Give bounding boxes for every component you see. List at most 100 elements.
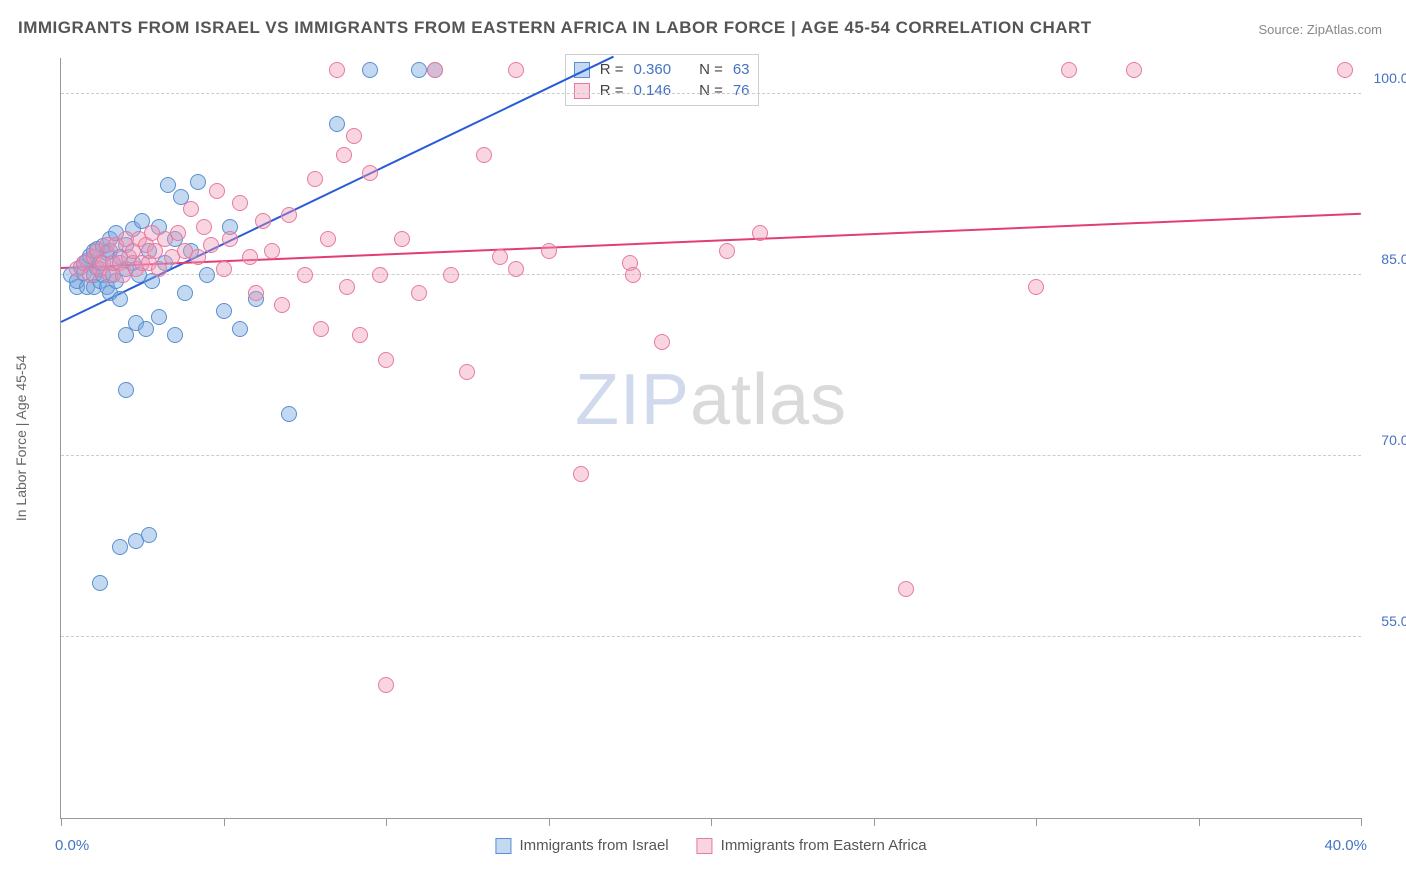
n-label: N = xyxy=(699,82,723,99)
data-point xyxy=(378,352,394,368)
data-point xyxy=(141,527,157,543)
data-point xyxy=(255,213,271,229)
gridline xyxy=(61,274,1361,275)
data-point xyxy=(203,237,219,253)
data-point xyxy=(898,581,914,597)
data-point xyxy=(232,195,248,211)
data-point xyxy=(1337,62,1353,78)
data-point xyxy=(411,285,427,301)
x-tick xyxy=(1361,818,1362,826)
n-value: 76 xyxy=(733,82,750,99)
gridline xyxy=(61,455,1361,456)
legend-item: Immigrants from Eastern Africa xyxy=(697,837,927,854)
data-point xyxy=(411,62,427,78)
data-point xyxy=(492,249,508,265)
data-point xyxy=(625,267,641,283)
x-tick xyxy=(386,818,387,826)
legend-item: Immigrants from Israel xyxy=(495,837,668,854)
legend-swatch xyxy=(697,838,713,854)
data-point xyxy=(339,279,355,295)
data-point xyxy=(352,327,368,343)
data-point xyxy=(508,62,524,78)
series-swatch xyxy=(574,83,590,99)
stat-row: R =0.146N =76 xyxy=(574,80,750,101)
data-point xyxy=(394,231,410,247)
plot-area: In Labor Force | Age 45-54 ZIPatlas R =0… xyxy=(60,58,1361,819)
legend-swatch xyxy=(495,838,511,854)
data-point xyxy=(752,225,768,241)
data-point xyxy=(199,267,215,283)
x-tick xyxy=(549,818,550,826)
data-point xyxy=(1028,279,1044,295)
data-point xyxy=(216,303,232,319)
data-point xyxy=(190,249,206,265)
x-axis-min-label: 0.0% xyxy=(55,837,89,854)
data-point xyxy=(443,267,459,283)
data-point xyxy=(151,261,167,277)
r-label: R = xyxy=(600,61,624,78)
x-tick xyxy=(711,818,712,826)
data-point xyxy=(476,147,492,163)
data-point xyxy=(274,297,290,313)
data-point xyxy=(183,201,199,217)
data-point xyxy=(281,207,297,223)
data-point xyxy=(508,261,524,277)
x-tick xyxy=(874,818,875,826)
data-point xyxy=(378,677,394,693)
data-point xyxy=(232,321,248,337)
data-point xyxy=(1061,62,1077,78)
data-point xyxy=(719,243,735,259)
data-point xyxy=(427,62,443,78)
y-axis-label: In Labor Force | Age 45-54 xyxy=(13,355,29,521)
r-label: R = xyxy=(600,82,624,99)
data-point xyxy=(346,128,362,144)
data-point xyxy=(329,62,345,78)
data-point xyxy=(248,285,264,301)
data-point xyxy=(160,177,176,193)
data-point xyxy=(297,267,313,283)
n-value: 63 xyxy=(733,61,750,78)
data-point xyxy=(177,285,193,301)
watermark-atlas: atlas xyxy=(690,360,847,440)
source-label: Source: ZipAtlas.com xyxy=(1258,22,1382,37)
data-point xyxy=(222,231,238,247)
data-point xyxy=(138,321,154,337)
gridline xyxy=(61,93,1361,94)
data-point xyxy=(216,261,232,277)
data-point xyxy=(336,147,352,163)
x-tick xyxy=(224,818,225,826)
data-point xyxy=(372,267,388,283)
data-point xyxy=(151,309,167,325)
data-point xyxy=(196,219,212,235)
n-label: N = xyxy=(699,61,723,78)
data-point xyxy=(118,382,134,398)
legend-label: Immigrants from Israel xyxy=(519,837,668,854)
r-value: 0.360 xyxy=(634,61,672,78)
legend: Immigrants from Israel Immigrants from Ea… xyxy=(495,837,926,854)
data-point xyxy=(459,364,475,380)
stat-box: R =0.360N =63R =0.146N =76 xyxy=(565,54,759,106)
data-point xyxy=(190,174,206,190)
gridline xyxy=(61,636,1361,637)
data-point xyxy=(362,165,378,181)
data-point xyxy=(112,539,128,555)
data-point xyxy=(242,249,258,265)
watermark-zip: ZIP xyxy=(575,360,690,440)
y-tick-label: 70.0% xyxy=(1367,432,1406,448)
data-point xyxy=(1126,62,1142,78)
watermark: ZIPatlas xyxy=(575,359,847,441)
data-point xyxy=(209,183,225,199)
data-point xyxy=(541,243,557,259)
data-point xyxy=(362,62,378,78)
y-tick-label: 100.0% xyxy=(1367,70,1406,86)
x-axis-max-label: 40.0% xyxy=(1324,837,1367,854)
data-point xyxy=(329,116,345,132)
legend-label: Immigrants from Eastern Africa xyxy=(721,837,927,854)
data-point xyxy=(313,321,329,337)
data-point xyxy=(307,171,323,187)
data-point xyxy=(92,575,108,591)
chart-title: IMMIGRANTS FROM ISRAEL VS IMMIGRANTS FRO… xyxy=(18,18,1092,38)
data-point xyxy=(112,291,128,307)
data-point xyxy=(281,406,297,422)
y-tick-label: 85.0% xyxy=(1367,251,1406,267)
